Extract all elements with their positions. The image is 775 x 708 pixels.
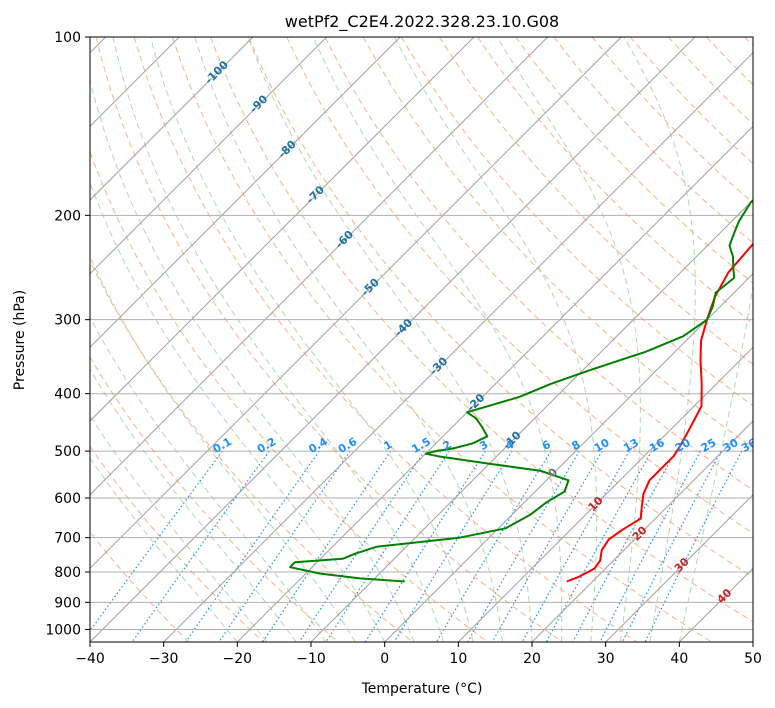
plot-area [90, 37, 753, 642]
isotherm-line [384, 272, 753, 642]
y-axis: 100 200 300 400 500 600 700 800 900 1000 [45, 30, 90, 638]
isotherm-line [90, 37, 254, 201]
chart-title: wetPf2_C2E4.2022.328.23.10.G08 [285, 12, 559, 32]
y-tick-label: 1000 [45, 622, 81, 638]
dry-adiabat-line [248, 37, 753, 578]
x-tick-label: 20 [523, 651, 541, 667]
dry-adiabat-line [133, 37, 638, 642]
isotherm-line [605, 493, 753, 642]
isotherm-line [457, 346, 753, 642]
moist-adiabat-line [90, 255, 356, 642]
x-tick-label: −40 [75, 651, 105, 667]
dewpoint-profile-line [289, 199, 753, 583]
moist-adiabat-line [112, 37, 445, 642]
x-axis: −40 −30 −20 −10 0 10 20 30 40 50 [75, 642, 762, 667]
isotherm-line [90, 37, 622, 570]
moist-adiabat-line [90, 78, 415, 642]
mixing-ratio-line [185, 450, 320, 642]
mixing-ratio-line [262, 450, 392, 642]
x-tick-label: 10 [449, 651, 467, 667]
dry-adiabat-line [477, 37, 753, 325]
x-tick-label: −10 [296, 651, 326, 667]
y-tick-label: 800 [54, 565, 81, 581]
moist-adiabat-line [194, 37, 503, 642]
moist-adiabat-line [247, 37, 533, 642]
temperature-profile-line [566, 242, 753, 583]
moist-adiabat-line [90, 368, 297, 642]
mixing-ratio-line [90, 450, 223, 632]
moist-adiabat-line [90, 457, 238, 642]
mixing-ratio-line [491, 450, 603, 642]
x-tick-label: 30 [597, 651, 615, 667]
y-tick-label: 600 [54, 491, 81, 507]
mixing-ratio-line [572, 450, 677, 642]
y-tick-label: 700 [54, 531, 81, 547]
isotherm-line [90, 37, 328, 275]
y-tick-label: 300 [54, 313, 81, 329]
y-tick-label: 400 [54, 387, 81, 403]
mixing-ratio-line [298, 450, 425, 642]
x-tick-label: 50 [744, 651, 762, 667]
profile-lines [289, 199, 753, 583]
moist-adiabat-line [90, 414, 268, 642]
moist-adiabat-line [623, 37, 696, 642]
x-tick-label: −20 [223, 651, 253, 667]
x-tick-label: 0 [380, 651, 389, 667]
isotherm-line [90, 37, 549, 496]
dry-adiabat-line [438, 37, 753, 366]
moist-adiabat-line [496, 37, 641, 642]
isotherm-line [236, 125, 753, 642]
isotherms [90, 37, 753, 642]
moist-adiabat-line [90, 316, 327, 642]
isotherm-line [90, 37, 475, 422]
x-axis-label: Temperature (°C) [361, 681, 483, 697]
moist-adiabat-line [678, 282, 753, 642]
y-tick-label: 200 [54, 208, 81, 224]
moist-adiabat-line [312, 37, 563, 642]
mixing-ratio-line [218, 450, 351, 642]
x-tick-label: −30 [149, 651, 179, 667]
dry-adiabat-line [171, 37, 712, 642]
dry-adiabat-line [324, 37, 753, 491]
moist-adiabat-line [90, 181, 386, 642]
moist-adiabat-line [393, 37, 598, 642]
mixing-ratio-line [545, 450, 653, 642]
isotherm-line [752, 641, 753, 642]
y-tick-label: 500 [54, 444, 81, 460]
dry-adiabat-line [90, 445, 264, 642]
pressure-gridlines [90, 37, 753, 630]
y-axis-label: Pressure (hPa) [12, 290, 28, 390]
x-tick-label: 40 [670, 651, 688, 667]
isotherm-line [531, 420, 753, 642]
mixing-ratio-line [521, 450, 631, 642]
dry-adiabat-line [95, 37, 563, 642]
y-tick-label: 900 [54, 595, 81, 611]
dry-adiabat-line [90, 356, 339, 642]
dry-adiabat-line [90, 150, 488, 642]
mixing-ratio-line [644, 450, 743, 642]
mixing-ratio-line [621, 450, 722, 642]
moist-adiabats [90, 37, 753, 642]
isotherm-line [90, 37, 401, 349]
plot-frame [89, 36, 754, 643]
isotherm-line [90, 37, 696, 642]
moist-adiabat-line [149, 37, 474, 642]
dry-adiabat-line [210, 37, 753, 623]
mixing-ratio-line [599, 450, 702, 642]
isotherm-line [163, 51, 753, 642]
isotherm-line [310, 199, 753, 642]
y-tick-label: 100 [54, 30, 81, 46]
mixing-ratio-label: 36 [739, 436, 759, 455]
